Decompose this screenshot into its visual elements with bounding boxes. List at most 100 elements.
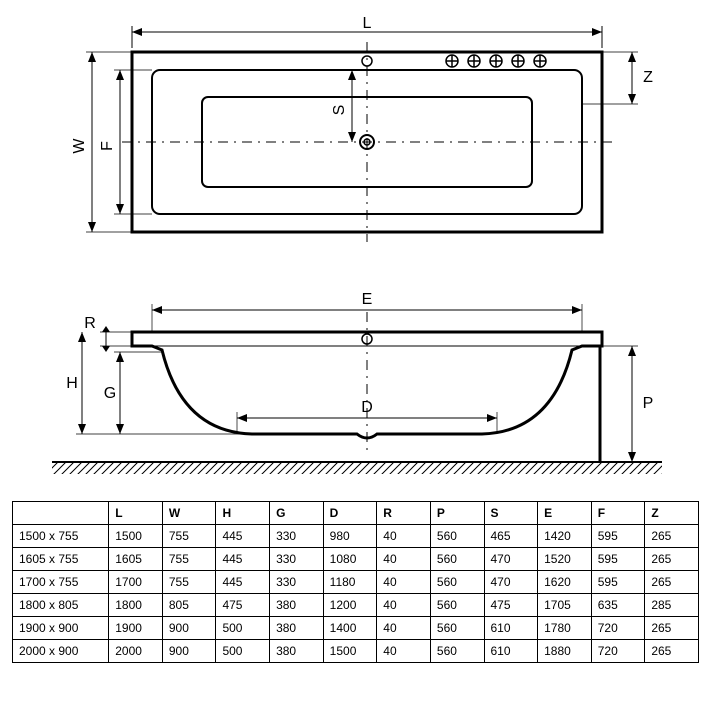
size-label: 1700 x 755: [13, 571, 109, 594]
size-label: 2000 x 900: [13, 640, 109, 663]
cell: 1700: [109, 571, 163, 594]
cell: 40: [377, 640, 431, 663]
side-view: E D R H G P: [52, 291, 662, 474]
cell: 445: [216, 571, 270, 594]
cell: 1780: [538, 617, 592, 640]
dimensions-table: LWHGDRPSEFZ 1500 x 755150075544533098040…: [12, 501, 699, 663]
cell: 1880: [538, 640, 592, 663]
col-D: D: [323, 502, 377, 525]
label-Z: Z: [643, 69, 653, 86]
table-row: 1900 x 900190090050038014004056061017807…: [13, 617, 699, 640]
label-E: E: [362, 291, 373, 308]
cell: 40: [377, 617, 431, 640]
cell: 330: [270, 525, 324, 548]
cell: 595: [591, 525, 645, 548]
cell: 720: [591, 640, 645, 663]
cell: 1080: [323, 548, 377, 571]
cell: 470: [484, 548, 538, 571]
cell: 380: [270, 617, 324, 640]
cell: 465: [484, 525, 538, 548]
col-H: H: [216, 502, 270, 525]
cell: 1620: [538, 571, 592, 594]
cell: 380: [270, 594, 324, 617]
cell: 635: [591, 594, 645, 617]
cell: 470: [484, 571, 538, 594]
label-L: L: [363, 15, 372, 32]
label-R: R: [84, 315, 96, 332]
cell: 1500: [109, 525, 163, 548]
cell: 720: [591, 617, 645, 640]
cell: 265: [645, 548, 699, 571]
col-Z: Z: [645, 502, 699, 525]
cell: 1800: [109, 594, 163, 617]
cell: 445: [216, 525, 270, 548]
cell: 445: [216, 548, 270, 571]
cell: 265: [645, 640, 699, 663]
table-row: 2000 x 900200090050038015004056061018807…: [13, 640, 699, 663]
cell: 805: [162, 594, 216, 617]
label-S: S: [331, 105, 348, 116]
cell: 560: [430, 525, 484, 548]
cell: 475: [484, 594, 538, 617]
cell: 610: [484, 640, 538, 663]
col-F: F: [591, 502, 645, 525]
technical-drawing: L W F S: [12, 12, 699, 482]
row-header-col: [13, 502, 109, 525]
cell: 1400: [323, 617, 377, 640]
cell: 1900: [109, 617, 163, 640]
cell: 1705: [538, 594, 592, 617]
col-G: G: [270, 502, 324, 525]
size-label: 1605 x 755: [13, 548, 109, 571]
cell: 475: [216, 594, 270, 617]
cell: 560: [430, 640, 484, 663]
cell: 2000: [109, 640, 163, 663]
cell: 265: [645, 571, 699, 594]
cell: 1520: [538, 548, 592, 571]
label-F: F: [99, 141, 116, 151]
cell: 595: [591, 571, 645, 594]
table-row: 1605 x 755160575544533010804056047015205…: [13, 548, 699, 571]
cell: 560: [430, 548, 484, 571]
cell: 980: [323, 525, 377, 548]
label-G: G: [104, 385, 116, 402]
cell: 1605: [109, 548, 163, 571]
size-label: 1800 x 805: [13, 594, 109, 617]
cell: 330: [270, 571, 324, 594]
label-W: W: [71, 138, 88, 154]
cell: 500: [216, 640, 270, 663]
tap-holes: [446, 55, 546, 67]
size-label: 1500 x 755: [13, 525, 109, 548]
cell: 610: [484, 617, 538, 640]
cell: 40: [377, 525, 431, 548]
col-L: L: [109, 502, 163, 525]
col-S: S: [484, 502, 538, 525]
cell: 755: [162, 571, 216, 594]
cell: 900: [162, 617, 216, 640]
cell: 40: [377, 571, 431, 594]
cell: 595: [591, 548, 645, 571]
cell: 1500: [323, 640, 377, 663]
cell: 285: [645, 594, 699, 617]
cell: 265: [645, 525, 699, 548]
cell: 380: [270, 640, 324, 663]
cell: 755: [162, 548, 216, 571]
col-W: W: [162, 502, 216, 525]
cell: 40: [377, 594, 431, 617]
col-R: R: [377, 502, 431, 525]
cell: 500: [216, 617, 270, 640]
table-row: 1500 x 755150075544533098040560465142059…: [13, 525, 699, 548]
cell: 560: [430, 617, 484, 640]
label-P: P: [643, 395, 654, 412]
col-E: E: [538, 502, 592, 525]
cell: 1180: [323, 571, 377, 594]
cell: 1420: [538, 525, 592, 548]
cell: 900: [162, 640, 216, 663]
cell: 330: [270, 548, 324, 571]
cell: 1200: [323, 594, 377, 617]
table-row: 1700 x 755170075544533011804056047016205…: [13, 571, 699, 594]
size-label: 1900 x 900: [13, 617, 109, 640]
table-row: 1800 x 805180080547538012004056047517056…: [13, 594, 699, 617]
cell: 265: [645, 617, 699, 640]
cell: 560: [430, 594, 484, 617]
label-H: H: [66, 375, 78, 392]
